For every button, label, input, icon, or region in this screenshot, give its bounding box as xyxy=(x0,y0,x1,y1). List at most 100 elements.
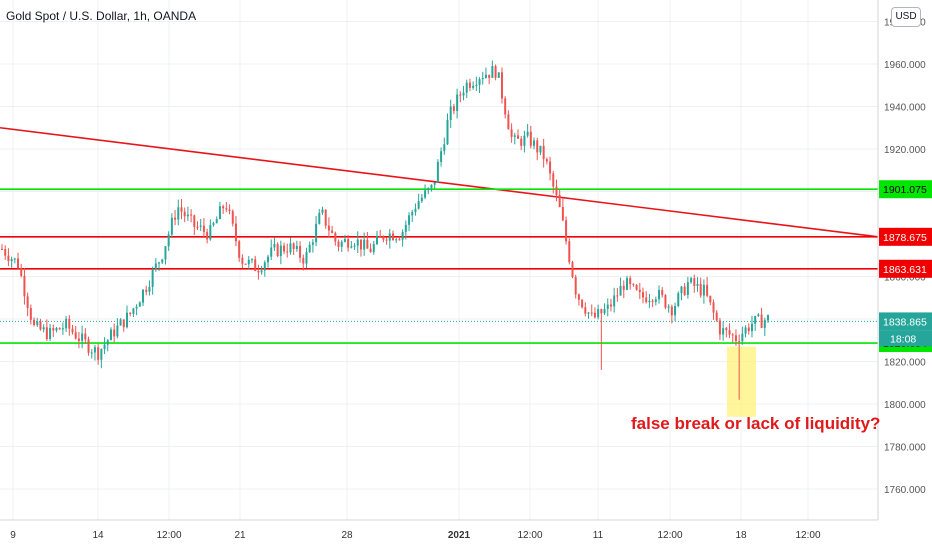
candle-body xyxy=(350,246,353,248)
candle-body xyxy=(283,245,286,252)
candle-body xyxy=(440,151,443,162)
candle-body xyxy=(747,327,750,332)
candle-body xyxy=(36,321,39,325)
candle-body xyxy=(497,72,500,78)
candle-body xyxy=(132,308,135,314)
candle-body xyxy=(680,286,683,294)
candle-body xyxy=(536,140,539,153)
candle-body xyxy=(26,296,29,309)
candle-body xyxy=(401,231,404,240)
candle-body xyxy=(260,270,263,273)
candle-body xyxy=(334,232,337,242)
candle-body xyxy=(29,308,32,320)
candle-body xyxy=(129,312,132,314)
y-tick-label: 1960.000 xyxy=(884,60,926,71)
candle-body xyxy=(609,304,612,307)
candle-body xyxy=(337,241,340,247)
candle-body xyxy=(315,223,318,243)
candle-body xyxy=(715,312,718,321)
candle-body xyxy=(593,312,596,318)
candle-body xyxy=(100,349,103,360)
x-tick-label: 12:00 xyxy=(795,530,820,541)
candle-body xyxy=(270,247,273,257)
horizontal-levels xyxy=(0,188,878,344)
candle-body xyxy=(170,217,173,235)
candle-body xyxy=(145,289,148,292)
candle-body xyxy=(331,230,334,233)
candle-body xyxy=(645,297,648,303)
candle-body xyxy=(754,315,757,324)
candle-body xyxy=(135,306,138,309)
candle-body xyxy=(523,135,526,146)
candle-body xyxy=(324,209,327,226)
candle-body xyxy=(581,299,584,308)
candle-body xyxy=(468,82,471,88)
candle-body xyxy=(658,290,661,300)
candle-body xyxy=(478,79,481,85)
annotation-text: false break or lack of liquidity? xyxy=(631,414,881,433)
candle-body xyxy=(744,327,747,334)
candle-body xyxy=(731,334,734,336)
candle-body xyxy=(81,333,84,341)
candle-body xyxy=(702,284,705,296)
candle-body xyxy=(369,248,372,253)
last-price-label-bg xyxy=(879,312,932,331)
candle-body xyxy=(122,319,125,328)
candle-body xyxy=(549,161,552,174)
level-label-bg xyxy=(879,259,932,278)
candle-body xyxy=(234,223,237,242)
candle-body xyxy=(215,219,218,224)
candle-body xyxy=(225,208,228,210)
candle-body xyxy=(97,347,100,360)
candle-body xyxy=(151,269,154,287)
last-price-label: 1838.865 xyxy=(883,316,927,328)
candle-body xyxy=(196,226,199,228)
level-label-bg xyxy=(879,180,932,199)
candle-body xyxy=(77,338,80,341)
candle-body xyxy=(276,244,279,257)
candle-body xyxy=(158,262,161,264)
candle-body xyxy=(90,352,93,354)
candle-body xyxy=(510,129,513,137)
candle-body xyxy=(462,92,465,96)
candle-body xyxy=(500,72,503,99)
candle-body xyxy=(420,197,423,202)
candle-body xyxy=(539,145,542,153)
candle-body xyxy=(103,344,106,350)
candle-body xyxy=(273,244,276,248)
candle-body xyxy=(180,207,183,212)
candle-body xyxy=(1,248,3,250)
level-labels: 1901.0751878.6751863.6311828.6941838.865… xyxy=(879,180,932,353)
candle-body xyxy=(366,239,369,249)
candle-body xyxy=(167,234,170,247)
candle-body xyxy=(68,318,71,329)
candle-body xyxy=(244,263,247,265)
x-tick-label: 2021 xyxy=(448,530,471,541)
candle-body xyxy=(625,278,628,290)
candle-body xyxy=(87,339,90,353)
candle-body xyxy=(363,239,366,250)
candle-body xyxy=(718,320,721,335)
candle-body xyxy=(411,211,414,216)
candle-body xyxy=(767,315,769,321)
candle-body xyxy=(690,278,693,283)
candle-body xyxy=(664,295,667,308)
candle-body xyxy=(398,239,401,241)
candle-body xyxy=(728,330,731,335)
candle-body xyxy=(430,184,433,189)
candle-body xyxy=(526,131,529,136)
x-tick-label: 18 xyxy=(735,530,747,541)
candle-body xyxy=(52,328,55,331)
candle-body xyxy=(622,285,625,290)
candle-body xyxy=(651,300,654,302)
currency-button[interactable]: USD xyxy=(891,7,921,27)
candle-body xyxy=(356,239,359,246)
candle-body xyxy=(382,236,385,240)
candle-body xyxy=(161,259,164,263)
candle-body xyxy=(504,98,507,115)
candle-body xyxy=(65,318,68,329)
candle-body xyxy=(613,295,616,307)
candle-body xyxy=(388,233,391,241)
candle-body xyxy=(109,329,112,341)
